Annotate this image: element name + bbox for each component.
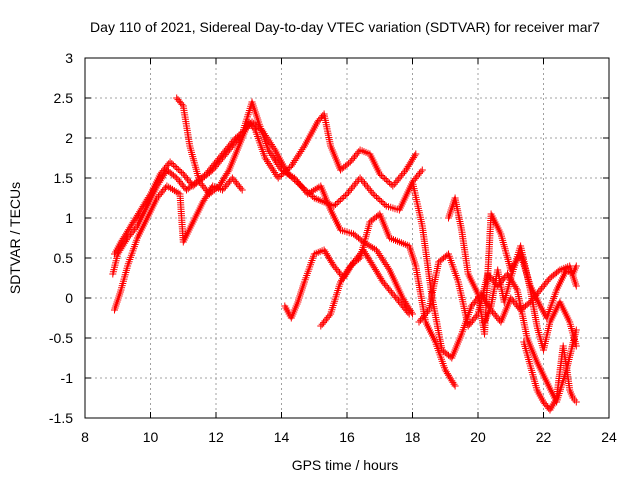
y-tick-label: 1 (65, 210, 73, 226)
series-marks (317, 210, 459, 390)
x-axis-label: GPS time / hours (292, 457, 399, 473)
series-track-10 (481, 242, 580, 354)
series-marks (481, 242, 580, 354)
series-track-11 (520, 338, 580, 414)
data-marks (109, 94, 580, 414)
series-marks (111, 174, 246, 314)
y-tick-label: 2 (65, 130, 73, 146)
gridlines (85, 58, 609, 418)
y-tick-label: 2.5 (54, 90, 74, 106)
series-marks (111, 98, 416, 318)
y-tick-label: 1.5 (54, 170, 74, 186)
chart-title: Day 110 of 2021, Sidereal Day-to-day VTE… (90, 19, 600, 35)
y-tick-label: 0 (65, 290, 73, 306)
series-track-2 (111, 98, 416, 318)
y-tick-label: -0.5 (49, 330, 73, 346)
y-tick-label: 3 (65, 50, 73, 66)
y-tick-label: 0.5 (54, 250, 74, 266)
x-tick-label: 20 (470, 429, 486, 445)
x-tick-label: 8 (81, 429, 89, 445)
y-tick-label: -1 (61, 370, 74, 386)
y-tick-label: -1.5 (49, 410, 73, 426)
x-tick-label: 14 (274, 429, 290, 445)
series-marks (520, 338, 580, 414)
y-tick-labels: -1.5 -1 -0.5 0 0.5 1 1.5 2 2.5 3 (49, 50, 73, 426)
x-tick-label: 18 (405, 429, 421, 445)
x-tick-label: 12 (208, 429, 224, 445)
series-marks (409, 178, 580, 362)
axis-ticks (84, 57, 610, 419)
series-track-4 (111, 174, 246, 314)
x-tick-labels: 8 10 12 14 16 18 20 22 24 (81, 429, 617, 445)
y-axis-label: SDTVAR / TECUs (7, 182, 23, 294)
x-tick-label: 24 (601, 429, 617, 445)
series-track-6 (317, 210, 459, 390)
x-tick-label: 22 (536, 429, 552, 445)
series-track-7 (409, 178, 580, 362)
x-tick-label: 10 (143, 429, 159, 445)
x-tick-label: 16 (339, 429, 355, 445)
